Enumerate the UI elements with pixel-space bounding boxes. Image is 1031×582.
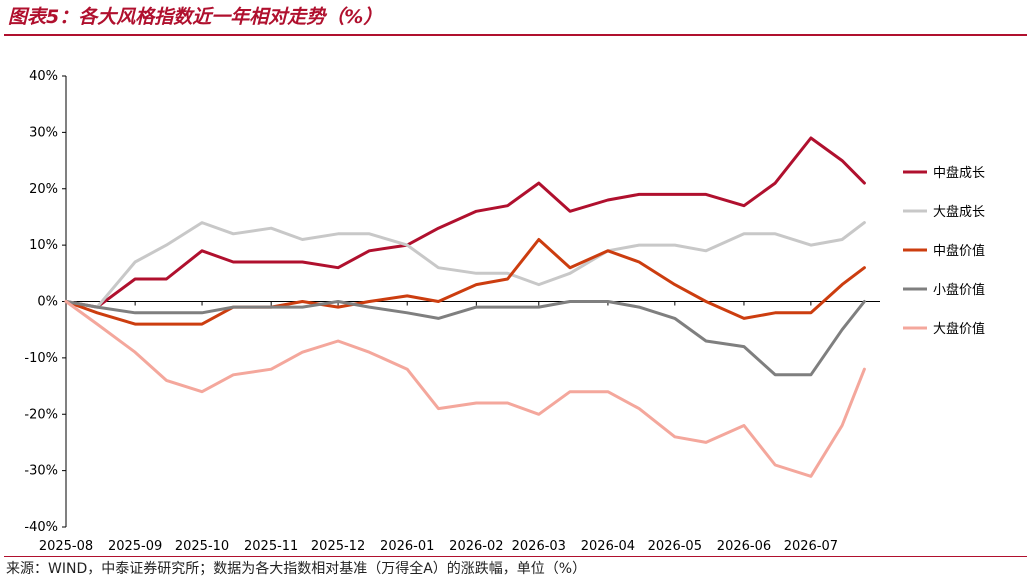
chart-title: 图表5：各大风格指数近一年相对走势（%） (8, 6, 383, 28)
series-line (64, 238, 866, 326)
legend-label: 大盘价值 (933, 321, 985, 337)
chart-series (64, 136, 866, 478)
legend-label: 小盘价值 (933, 282, 985, 298)
series-line (64, 300, 866, 377)
y-tick-label: 10% (29, 238, 58, 253)
y-tick-label: 40% (29, 69, 58, 84)
y-tick-label: 30% (29, 125, 58, 140)
x-tick-label: 2026-01 (380, 539, 434, 554)
source-divider (4, 556, 1027, 557)
legend-label: 中盘价值 (933, 243, 985, 259)
title-divider (4, 34, 1027, 36)
x-tick-label: 2025-11 (244, 539, 298, 554)
y-tick-label: -20% (24, 407, 58, 422)
x-tick-label: 2025-08 (39, 539, 93, 554)
x-tick-label: 2026-06 (717, 539, 771, 554)
x-tick-label: 2025-12 (311, 539, 365, 554)
x-tick-label: 2025-09 (108, 539, 162, 554)
y-tick-label: -30% (24, 464, 58, 479)
y-tick-label: -40% (24, 520, 58, 535)
chart-axes: 40% 30% 20% 10% 0% -10% -20% -30% -40% 2025-08 202… (24, 69, 880, 554)
source-note: 来源：WIND，中泰证券研究所；数据为各大指数相对基准（万得全A）的涨跌幅，单位… (6, 561, 587, 577)
x-tick-label: 2026-04 (581, 539, 635, 554)
x-tick-label: 2026-02 (449, 539, 503, 554)
series-line (64, 300, 866, 478)
x-tick-label: 2025-10 (175, 539, 229, 554)
x-tick-label: 2026-07 (784, 539, 838, 554)
series-line (64, 136, 866, 309)
y-tick-label: -10% (24, 351, 58, 366)
y-tick-label: 20% (29, 182, 58, 197)
y-tick-label: 0% (37, 295, 58, 310)
legend-label: 大盘成长 (933, 204, 985, 220)
x-tick-label: 2026-05 (648, 539, 702, 554)
legend-label: 中盘成长 (933, 165, 985, 181)
series-line (64, 221, 866, 309)
x-tick-label: 2026-03 (512, 539, 566, 554)
